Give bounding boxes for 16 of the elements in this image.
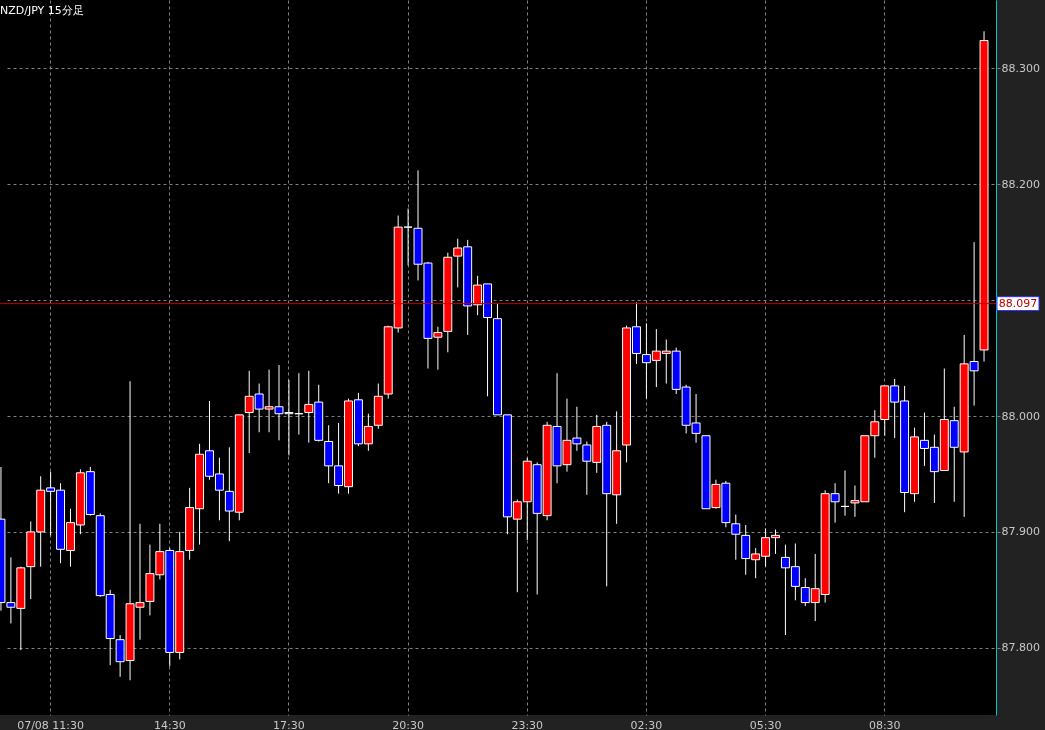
x-tick-label: 20:30 — [392, 718, 424, 730]
x-tick-label: 17:30 — [273, 718, 305, 730]
x-tick-label: 05:30 — [749, 718, 782, 730]
y-tick-label: 87.900 — [1001, 525, 1040, 539]
y-tick-label: 88.300 — [1001, 61, 1040, 75]
x-tick-label: 08:30 — [868, 718, 901, 730]
y-tick-label: 87.800 — [1001, 641, 1040, 655]
y-tick-label: 88.000 — [1001, 409, 1040, 423]
ref-line-label: 88.097 — [998, 296, 1038, 310]
chart-title: NZD/JPY 15分足 — [0, 4, 84, 17]
x-tick-label: 14:30 — [153, 718, 186, 730]
candlestick — [731, 514, 741, 561]
y-tick-label: 88.200 — [1001, 177, 1040, 191]
x-tick-label: 23:30 — [511, 718, 544, 730]
x-tick-label: 07/08 11:30 — [17, 718, 85, 730]
x-tick-label: 02:30 — [630, 718, 663, 730]
